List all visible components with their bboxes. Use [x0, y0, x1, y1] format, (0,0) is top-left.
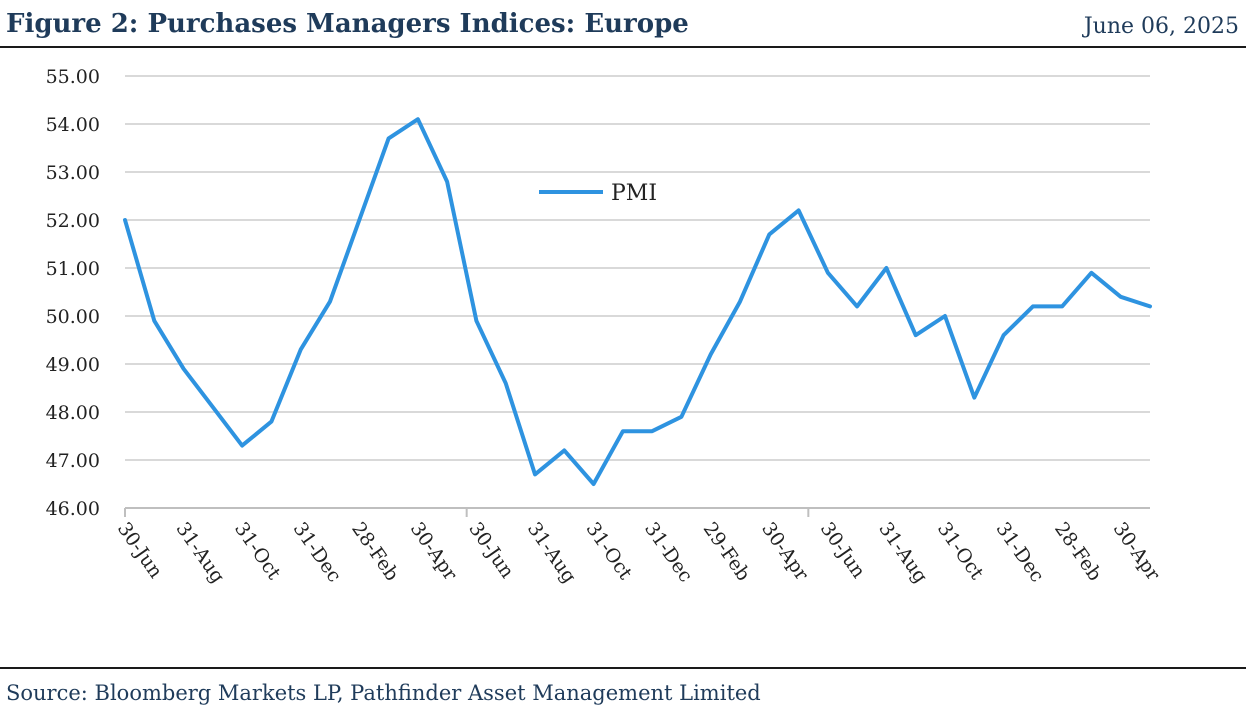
x-tick-label: 31-Dec [640, 518, 697, 586]
x-tick-label: 30-Jun [816, 518, 870, 582]
data-point [1059, 303, 1065, 309]
series-line-pmi [123, 117, 1152, 486]
data-point [356, 217, 362, 223]
y-axis-ticks: 46.00 47.00 48.00 49.00 50.00 51.00 52.00 53.00… [46, 66, 100, 520]
x-tick-label: 31-Aug [523, 518, 580, 587]
x-tick-label: 31-Dec [991, 518, 1048, 586]
data-point [386, 135, 392, 141]
data-point [708, 351, 714, 357]
header: Figure 2: Purchases Managers Indices: Eu… [0, 0, 1246, 48]
data-point [151, 318, 157, 324]
data-point [415, 116, 421, 122]
data-point [649, 428, 655, 434]
data-point [327, 299, 333, 305]
x-tick-label: 31-Dec [289, 518, 346, 586]
x-tick-label: 30-Apr [1109, 518, 1165, 585]
data-point [239, 443, 245, 449]
data-point [942, 313, 948, 319]
y-tick-label: 53.00 [46, 162, 100, 184]
footer-divider [0, 667, 1246, 669]
data-point [1118, 294, 1124, 300]
data-point [1001, 332, 1007, 338]
pmi-line-chart: 46.00 47.00 48.00 49.00 50.00 51.00 52.00 53.00… [46, 66, 1165, 587]
y-tick-label: 48.00 [46, 402, 100, 424]
data-point [737, 299, 743, 305]
data-point [298, 347, 304, 353]
data-point [1088, 270, 1094, 276]
series-layer [122, 116, 1153, 487]
data-point [971, 395, 977, 401]
data-point [268, 419, 274, 425]
legend-label: PMI [611, 181, 657, 206]
y-tick-label: 55.00 [46, 66, 100, 88]
x-tick-label: 31-Aug [171, 518, 228, 587]
y-tick-label: 51.00 [46, 258, 100, 280]
source-note: Source: Bloomberg Markets LP, Pathfinder… [6, 681, 761, 705]
figure-title: Figure 2: Purchases Managers Indices: Eu… [6, 9, 689, 39]
y-tick-label: 46.00 [46, 498, 100, 520]
data-point [825, 270, 831, 276]
data-point [766, 231, 772, 237]
y-tick-label: 50.00 [46, 306, 100, 328]
data-point [678, 414, 684, 420]
x-axis-tick-labels: 30-Jun 31-Aug 31-Oct 31-Dec 28-Feb 30-Apr 30-J… [113, 518, 1165, 587]
y-tick-label: 52.00 [46, 210, 100, 232]
data-point [532, 471, 538, 477]
x-tick-label: 31-Aug [874, 518, 931, 587]
data-point [620, 428, 626, 434]
x-axis [124, 507, 1150, 517]
legend: PMI [539, 181, 657, 206]
gridlines [125, 75, 1150, 461]
data-point [854, 303, 860, 309]
data-point [1030, 303, 1036, 309]
report-date: June 06, 2025 [1083, 14, 1239, 39]
data-point [444, 179, 450, 185]
y-tick-label: 49.00 [46, 354, 100, 376]
data-point [796, 207, 802, 213]
x-tick-label: 30-Apr [406, 518, 462, 585]
x-tick-label: 31-Oct [581, 518, 636, 584]
header-divider [0, 46, 1246, 48]
x-tick-label: 31-Oct [230, 518, 285, 584]
data-point [122, 217, 128, 223]
x-tick-label: 28-Feb [347, 518, 403, 585]
y-tick-label: 47.00 [46, 450, 100, 472]
x-tick-label: 30-Apr [757, 518, 813, 585]
x-tick-label: 29-Feb [699, 518, 755, 585]
x-tick-label: 30-Jun [113, 518, 167, 582]
data-point [473, 318, 479, 324]
y-tick-label: 54.00 [46, 114, 100, 136]
x-tick-label: 31-Oct [933, 518, 988, 584]
x-tick-label: 28-Feb [1050, 518, 1106, 585]
data-point [1147, 303, 1153, 309]
data-point [913, 332, 919, 338]
data-point [503, 380, 509, 386]
data-point [883, 265, 889, 271]
data-point [210, 404, 216, 410]
data-point [591, 481, 597, 487]
data-point [561, 447, 567, 453]
x-tick-label: 30-Jun [464, 518, 518, 582]
data-point [181, 366, 187, 372]
